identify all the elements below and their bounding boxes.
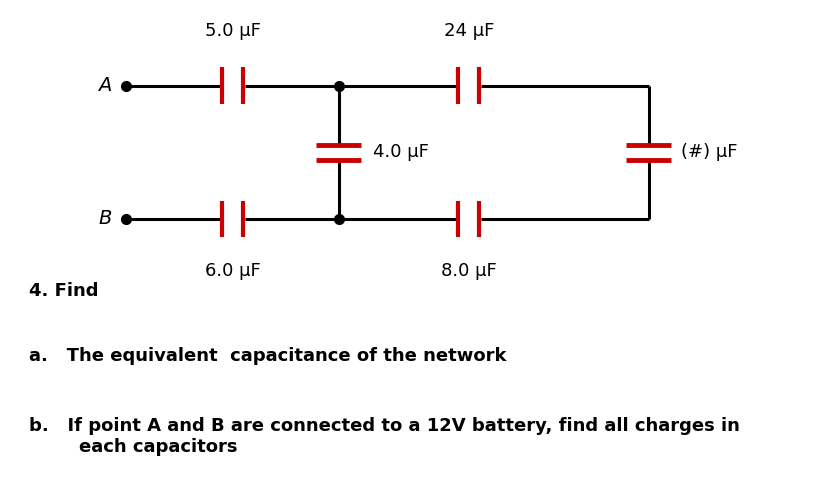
Text: a.   The equivalent  capacitance of the network: a. The equivalent capacitance of the net… [29,347,506,365]
Text: 6.0 μF: 6.0 μF [205,262,260,280]
Text: 4.0 μF: 4.0 μF [373,143,429,161]
Text: (#) μF: (#) μF [681,143,738,161]
Text: $A$: $A$ [97,76,112,95]
Text: b.   If point A and B are connected to a 12V battery, find all charges in
      : b. If point A and B are connected to a 1… [29,417,739,456]
Text: 24 μF: 24 μF [444,22,494,40]
Text: 8.0 μF: 8.0 μF [441,262,497,280]
Text: $B$: $B$ [98,210,112,228]
Text: 4. Find: 4. Find [29,282,98,300]
Text: 5.0 μF: 5.0 μF [205,22,260,40]
